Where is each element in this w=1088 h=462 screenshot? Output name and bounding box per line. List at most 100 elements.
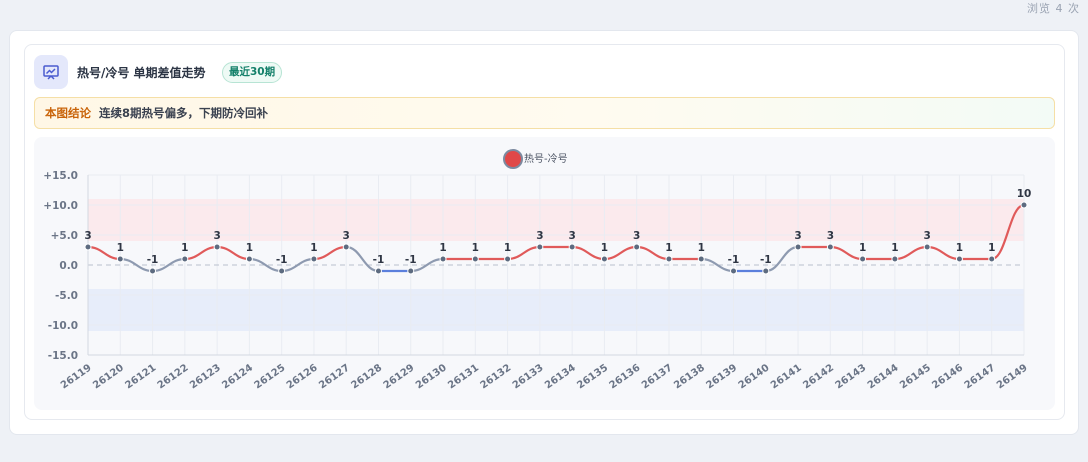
series-line-segment bbox=[893, 245, 929, 261]
data-point bbox=[342, 243, 350, 251]
x-tick-label: 26141 bbox=[769, 362, 804, 391]
x-tick-label: 26133 bbox=[511, 362, 546, 391]
data-point bbox=[471, 255, 479, 263]
data-label: 1 bbox=[988, 242, 995, 254]
cold-zone-band bbox=[88, 289, 1024, 331]
legend-swatch bbox=[503, 149, 523, 169]
data-point bbox=[1020, 201, 1028, 209]
data-point bbox=[600, 255, 608, 263]
series-line-segment bbox=[506, 245, 541, 261]
data-label: 1 bbox=[698, 242, 705, 254]
data-point bbox=[278, 267, 286, 275]
x-tick-label: 26137 bbox=[640, 362, 675, 391]
x-tick-label: 26128 bbox=[349, 362, 384, 391]
data-label: -1 bbox=[373, 254, 385, 266]
trend-chart-icon bbox=[34, 55, 68, 89]
data-label: 3 bbox=[536, 230, 543, 242]
x-tick-label: 26136 bbox=[608, 362, 643, 391]
y-tick-label: +5.0 bbox=[51, 230, 78, 242]
x-tick-label: 26134 bbox=[543, 362, 578, 391]
x-tick-label: 26119 bbox=[59, 362, 94, 391]
data-label: 1 bbox=[246, 242, 253, 254]
series-line-segment bbox=[183, 245, 219, 261]
data-point bbox=[310, 255, 318, 263]
series-line-segment bbox=[603, 245, 638, 261]
data-point bbox=[859, 255, 867, 263]
legend-label: 热号-冷号 bbox=[524, 152, 568, 165]
x-tick-label: 26146 bbox=[930, 362, 965, 391]
data-point bbox=[84, 243, 92, 251]
x-tick-label: 26120 bbox=[91, 362, 126, 391]
data-label: 1 bbox=[859, 242, 866, 254]
data-point bbox=[891, 255, 899, 263]
x-tick-label: 26144 bbox=[866, 362, 901, 391]
data-point bbox=[794, 243, 802, 251]
series-line-segment bbox=[216, 245, 251, 261]
data-point bbox=[374, 267, 382, 275]
conclusion-banner: 本图结论 连续8期热号偏多，下期防冷回补 bbox=[34, 97, 1055, 129]
data-label: 1 bbox=[439, 242, 446, 254]
series-line-segment bbox=[571, 245, 606, 261]
conclusion-tag: 本图结论 bbox=[45, 106, 91, 120]
data-label: 3 bbox=[343, 230, 350, 242]
data-label: 1 bbox=[117, 242, 124, 254]
data-label: 1 bbox=[310, 242, 317, 254]
x-tick-label: 26139 bbox=[704, 362, 739, 391]
data-point bbox=[923, 243, 931, 251]
data-point bbox=[665, 255, 673, 263]
x-tick-label: 26131 bbox=[446, 362, 481, 391]
x-tick-label: 26129 bbox=[382, 362, 417, 391]
series-line-segment bbox=[312, 245, 348, 261]
data-label: 3 bbox=[827, 230, 834, 242]
data-point bbox=[633, 243, 641, 251]
data-label: 1 bbox=[601, 242, 608, 254]
data-point bbox=[407, 267, 415, 275]
series-line-segment bbox=[990, 203, 1026, 261]
panel-title: 热号/冷号 单期差值走势 bbox=[77, 66, 206, 80]
difference-line-chart: +15.0+10.0+5.00.0-5.0-10.0-15.0 26119261… bbox=[43, 149, 1031, 391]
data-label: 3 bbox=[84, 230, 91, 242]
y-tick-label: 0.0 bbox=[59, 260, 78, 272]
data-point bbox=[826, 243, 834, 251]
data-label: 1 bbox=[181, 242, 188, 254]
series-line-segment bbox=[86, 245, 122, 261]
y-tick-label: -10.0 bbox=[48, 320, 78, 332]
data-label: -1 bbox=[147, 254, 159, 266]
x-tick-label: 26124 bbox=[220, 362, 255, 391]
x-tick-label: 26122 bbox=[156, 362, 191, 391]
data-point bbox=[181, 255, 189, 263]
data-point bbox=[213, 243, 221, 251]
data-point bbox=[697, 255, 705, 263]
conclusion-text: 连续8期热号偏多，下期防冷回补 bbox=[99, 106, 268, 120]
data-label: -1 bbox=[276, 254, 288, 266]
data-point bbox=[955, 255, 963, 263]
x-tick-label: 26130 bbox=[414, 362, 449, 391]
data-point bbox=[730, 267, 738, 275]
data-label: 3 bbox=[213, 230, 220, 242]
data-label: 3 bbox=[794, 230, 801, 242]
x-tick-label: 26138 bbox=[672, 362, 707, 391]
x-tick-label: 26135 bbox=[575, 362, 610, 391]
data-point bbox=[762, 267, 770, 275]
data-label: -1 bbox=[405, 254, 417, 266]
x-tick-label: 26123 bbox=[188, 362, 223, 391]
x-tick-label: 26145 bbox=[898, 362, 933, 391]
chart-area: +15.0 +10.0 +5.0 0.0 -5.0 -10.0 -15.0 26119 261… bbox=[34, 137, 1055, 410]
series-line-segment bbox=[926, 245, 961, 261]
data-point bbox=[568, 243, 576, 251]
x-tick-label: 26147 bbox=[963, 362, 998, 391]
data-point bbox=[116, 255, 124, 263]
data-label: -1 bbox=[728, 254, 740, 266]
x-tick-label: 26140 bbox=[737, 362, 772, 391]
data-point bbox=[149, 267, 157, 275]
x-tick-label: 26121 bbox=[123, 362, 158, 391]
data-label: 1 bbox=[891, 242, 898, 254]
x-tick-label: 26143 bbox=[834, 362, 869, 391]
data-label: 1 bbox=[665, 242, 672, 254]
data-point bbox=[439, 255, 447, 263]
y-tick-label: -5.0 bbox=[55, 290, 78, 302]
data-label: 3 bbox=[924, 230, 931, 242]
x-tick-label: 26142 bbox=[801, 362, 836, 391]
data-point bbox=[536, 243, 544, 251]
data-label: 1 bbox=[956, 242, 963, 254]
